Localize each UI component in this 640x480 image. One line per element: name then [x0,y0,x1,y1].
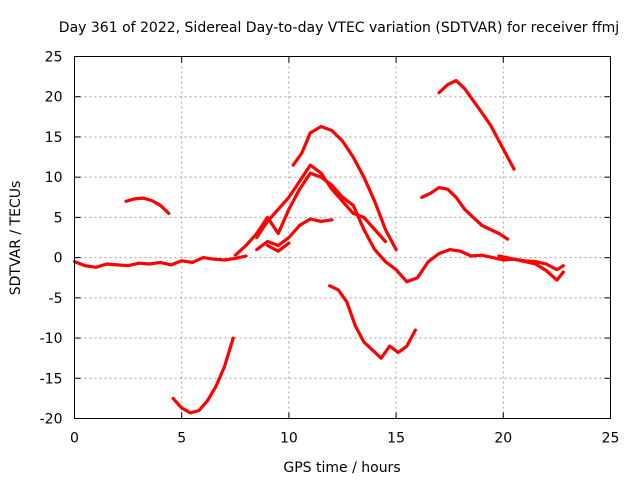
x-tick-label: 15 [387,431,405,447]
x-axis-label: GPS time / hours [283,460,400,476]
series-line-dip-mid [328,284,417,360]
x-tick-label: 25 [602,431,620,447]
y-axis-label: SDTVAR / TECUs [8,181,24,296]
grid [74,56,611,419]
chart-title: Day 361 of 2022, Sidereal Day-to-day VTE… [59,20,619,36]
y-tick-label: 20 [45,90,63,106]
series-line-arc-late [420,186,510,241]
series-line-baseline [72,254,248,269]
series-line-fan-end [497,254,565,282]
y-tick-label: 10 [45,170,63,186]
y-tick-label: -10 [40,331,63,347]
series-line-arc-early [124,196,171,215]
series-line-hump-main [233,171,565,284]
series-line-peak-high [291,124,398,252]
series-line-peak-late [437,78,516,171]
y-tick-label: 5 [54,210,63,226]
x-tick-label: 5 [177,431,186,447]
series-line-dip-early [171,336,235,415]
y-tick-label: 0 [54,251,63,267]
y-tick-label: -20 [40,412,63,428]
x-tick-label: 20 [494,431,512,447]
y-tick-label: -15 [40,371,63,387]
x-tick-label: 0 [70,431,79,447]
y-tick-label: 25 [45,50,63,66]
series-line-lobe-lower [255,217,334,252]
y-tick-label: -5 [49,291,63,307]
series-layer [72,78,565,415]
series-line-spike-low [265,241,291,253]
tick-labels: 0 5 10 15 20 25 -20 -15 -10 -5 0 5 10 15 20 25 [40,50,620,447]
y-tick-label: 15 [45,130,63,146]
x-tick-label: 10 [280,431,298,447]
plot-frame [74,56,611,419]
series-line-lobe-upper [255,163,387,244]
